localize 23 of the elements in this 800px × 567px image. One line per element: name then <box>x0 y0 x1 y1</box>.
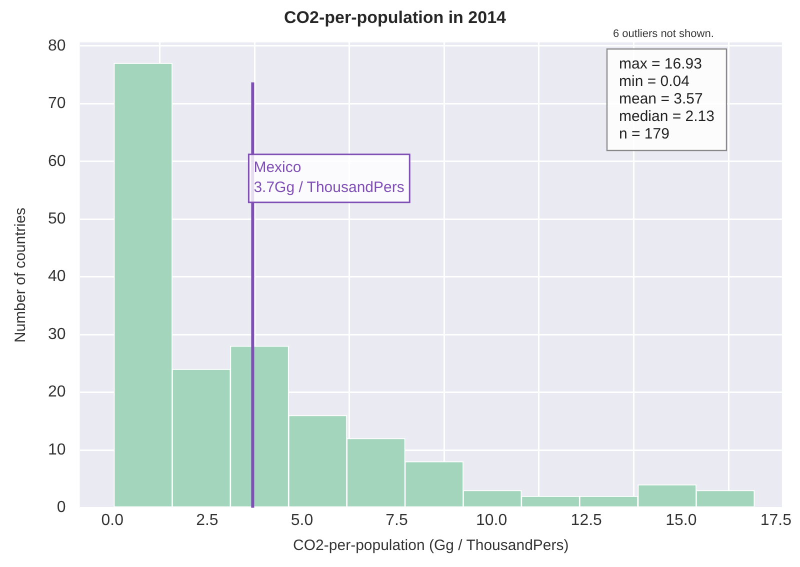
text: 6 outliers not shown. <box>613 28 714 40</box>
x-tick-label: 15.0 <box>666 512 697 529</box>
y-tick-label: 0 <box>56 499 66 516</box>
x-tick-label: 7.5 <box>386 512 408 529</box>
annotation: max = 16.93 min = 0.04 mean = 3.57 median = 2.13 n = 179 <box>619 56 714 143</box>
x-tick-label: 2.5 <box>196 512 218 529</box>
x-tick-label: 17.5 <box>760 512 792 529</box>
y-tick-label: 40 <box>48 268 66 286</box>
y-axis-title: Number of countries <box>12 208 30 343</box>
x-tick-label: 0.0 <box>101 512 124 529</box>
y-tick-label: 20 <box>48 384 66 401</box>
y-tick-label: 80 <box>48 37 66 54</box>
y-tick-label: 50 <box>48 210 66 228</box>
y-tick-label: 60 <box>48 152 66 170</box>
x-tick-label: 5.0 <box>290 512 314 529</box>
x-tick-label: 10.0 <box>476 512 508 529</box>
y-tick-label: 10 <box>48 441 66 458</box>
x-tick-label: 12.5 <box>570 512 602 529</box>
y-tick-label: 30 <box>48 326 66 343</box>
ref-line-label: Mexico 3.7Gg / ThousandPers <box>254 159 404 196</box>
chart-title: CO2-per-population in 2014 <box>284 8 507 27</box>
x-axis-title: CO2-per-population (Gg / ThousandPers) <box>293 537 569 554</box>
y-tick-label: 70 <box>48 95 66 112</box>
